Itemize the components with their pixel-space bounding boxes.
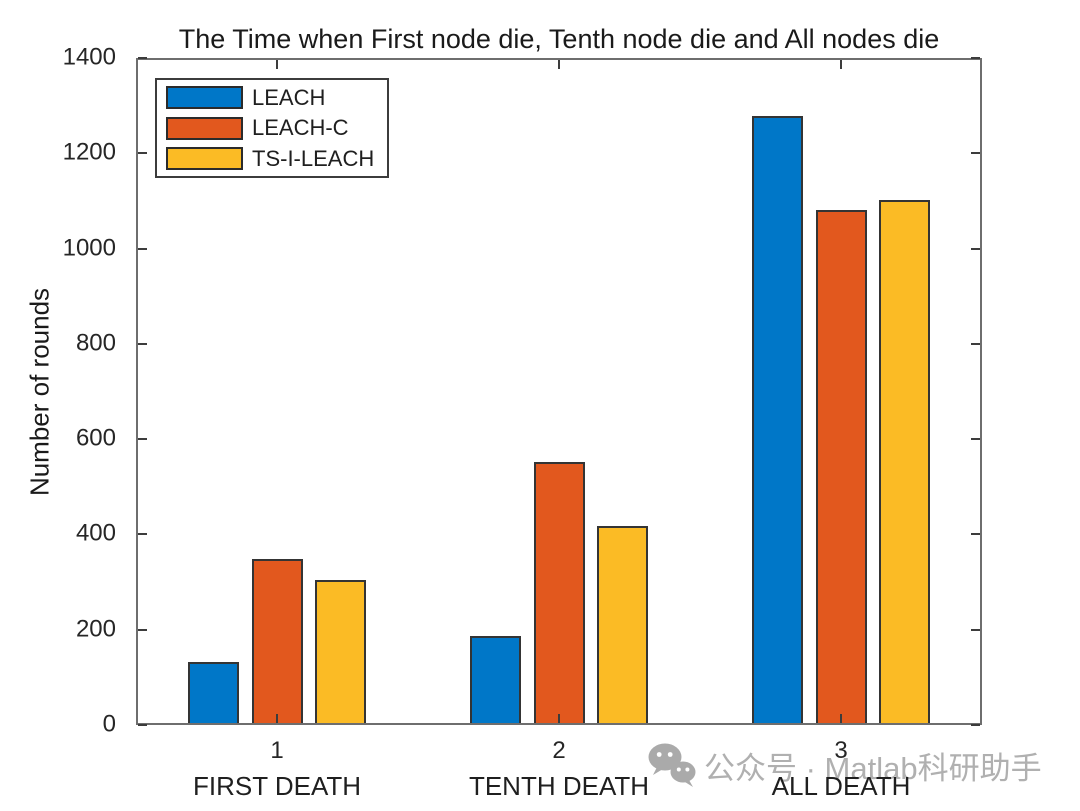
y-tick-mark [971,628,980,631]
y-tick-label: 200 [75,615,116,643]
legend-swatch [166,147,243,170]
y-tick-mark [138,438,147,441]
legend-item-leach-c: LEACH-C [157,115,387,141]
y-tick-mark [971,438,980,441]
bar-leach-c-group1 [251,559,303,725]
x-tick-mark [840,60,842,69]
watermark-text: 公众号 · Matlab科研助手 [704,750,1042,786]
y-tick-mark [971,247,980,250]
x-tick-mark [558,60,560,69]
y-tick-mark [971,724,980,726]
bar-leach-c-group3 [815,210,867,725]
x-tick-label: 2 [552,737,566,764]
legend: LEACH LEACH-C TS-I-LEACH [155,78,389,178]
bar-ts-i-leach-group2 [597,525,648,725]
y-tick-mark [138,533,147,536]
bar-leach-group1 [188,662,239,725]
watermark: 公众号 · Matlab科研助手 [647,742,1042,788]
legend-label: LEACH [252,84,326,110]
x-tick-mark [276,714,278,723]
y-tick-label: 1000 [62,234,116,262]
chart-title: The Time when First node die, Tenth node… [178,24,940,54]
bar-leach-group2 [470,636,521,725]
y-tick-mark [138,152,147,155]
bar-ts-i-leach-group3 [879,200,930,725]
bar-leach-group3 [752,116,803,725]
x-tick-mark [276,60,278,69]
x-category-label: FIRST DEATH [192,771,362,801]
y-tick-mark [138,724,147,726]
y-tick-label: 0 [102,710,116,738]
y-tick-label: 400 [75,519,116,547]
legend-label: LEACH-C [252,115,349,140]
y-tick-label: 1400 [62,43,116,71]
x-category-label: TENTH DEATH [468,771,650,801]
y-tick-mark [971,342,980,345]
x-tick-label: 1 [270,737,284,764]
y-axis-tick-labels: 0 200 400 600 800 1000 1200 1400 [0,43,126,737]
x-axis-tick-labels: 1 FIRST DEATH 2 TENTH DEATH 3 ALL DEATH [136,727,982,811]
y-tick-mark [138,57,147,59]
bar-ts-i-leach-group1 [315,580,366,725]
x-tick-mark [558,714,560,723]
legend-swatch [166,116,243,140]
y-tick-mark [971,152,980,155]
wechat-icon [648,743,696,787]
y-tick-label: 600 [75,424,116,452]
x-category-label: ALL DEATH [771,771,911,801]
y-tick-mark [971,533,980,536]
y-tick-mark [138,342,147,345]
y-tick-label: 1200 [62,138,116,166]
legend-item-leach: LEACH [157,85,387,111]
plot-area [136,57,982,726]
y-tick-mark [971,57,980,59]
legend-swatch [166,86,243,109]
y-tick-mark [138,247,147,250]
legend-item-ts-i-leach: TS-I-LEACH [157,146,387,172]
legend-label: TS-I-LEACH [252,145,375,171]
x-tick-mark [840,714,842,723]
y-tick-mark [138,628,147,631]
bar-leach-c-group2 [533,462,585,725]
y-tick-label: 800 [75,329,116,357]
x-tick-label: 3 [834,737,848,764]
